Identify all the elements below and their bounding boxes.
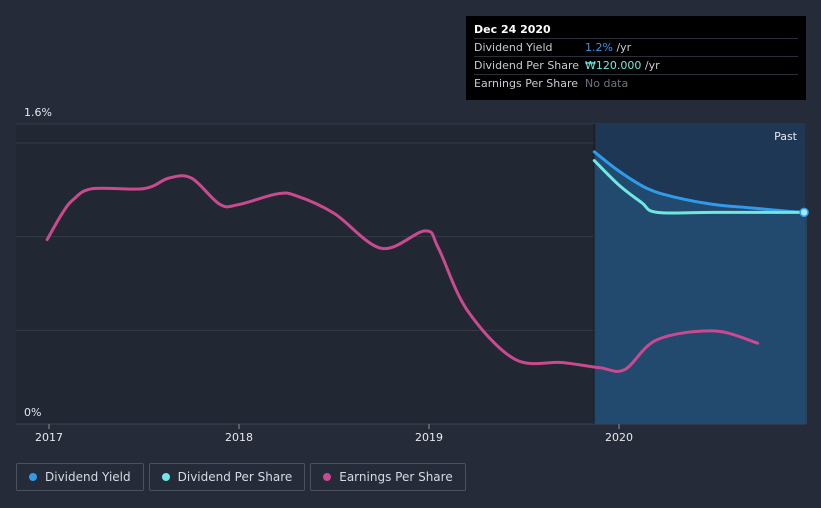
- legend-label: Earnings Per Share: [339, 470, 453, 484]
- tooltip-label: Dividend Per Share: [474, 59, 580, 72]
- legend-item-dividend-per-share[interactable]: Dividend Per Share: [148, 463, 306, 491]
- tooltip-label: Dividend Yield: [474, 41, 553, 54]
- tooltip-value: No data: [585, 77, 629, 90]
- earnings-per-share-line: [45, 174, 760, 373]
- x-tick-label: 2018: [225, 431, 253, 444]
- series-end-marker: [799, 207, 809, 218]
- legend-label: Dividend Yield: [45, 470, 131, 484]
- x-tick-label: 2017: [35, 431, 63, 444]
- chart-legend: Dividend Yield Dividend Per Share Earnin…: [16, 463, 466, 491]
- legend-item-dividend-yield[interactable]: Dividend Yield: [16, 463, 144, 491]
- chart-tooltip: Dec 24 2020 Dividend Yield 1.2% /yr Divi…: [466, 16, 806, 100]
- highlight-region: [594, 124, 805, 424]
- tooltip-value: 1.2%: [585, 41, 613, 54]
- dividend-yield-area: [594, 151, 808, 424]
- x-tick-label: 2019: [415, 431, 443, 444]
- y-tick-label: 1.6%: [24, 106, 52, 119]
- legend-label: Dividend Per Share: [177, 470, 293, 484]
- legend-dot-icon: [323, 473, 332, 481]
- legend-dot-icon: [161, 473, 170, 481]
- tooltip-row-dividend-per-share: Dividend Per Share ₩120.000 /yr: [474, 56, 798, 74]
- tooltip-label: Earnings Per Share: [474, 77, 579, 90]
- legend-item-earnings-per-share[interactable]: Earnings Per Share: [310, 463, 466, 491]
- tooltip-value: ₩120.000: [585, 59, 642, 72]
- tooltip-unit: /yr: [612, 41, 632, 54]
- legend-dot-icon: [29, 473, 37, 481]
- tooltip-row-earnings-per-share: Earnings Per Share No data: [474, 74, 798, 92]
- plot-background: [16, 124, 595, 424]
- tooltip-date: Dec 24 2020: [474, 23, 551, 36]
- dividend-per-share-line: [592, 159, 809, 215]
- tooltip-unit: /yr: [641, 59, 660, 72]
- past-label: Past: [774, 130, 798, 143]
- y-tick-label: 0%: [24, 406, 41, 419]
- tooltip-row-dividend-yield: Dividend Yield 1.2% /yr: [474, 38, 798, 56]
- x-tick-label: 2020: [605, 431, 633, 444]
